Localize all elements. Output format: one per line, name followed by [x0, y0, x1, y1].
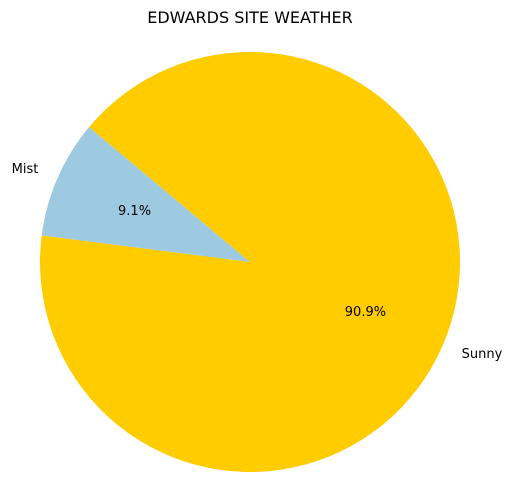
chart-title: EDWARDS SITE WEATHER — [147, 8, 353, 27]
pie-slices — [39, 52, 460, 473]
pie-labels: Mist 9.1% Sunny 90.9% — [12, 162, 503, 362]
slice-pct-mist: 9.1% — [118, 204, 151, 219]
slice-label-sunny: Sunny — [462, 347, 503, 362]
slice-pct-sunny: 90.9% — [345, 305, 386, 320]
pie-slice-sunny — [39, 52, 460, 473]
pie-slice-mist — [41, 127, 250, 262]
slice-label-mist: Mist — [12, 162, 39, 177]
